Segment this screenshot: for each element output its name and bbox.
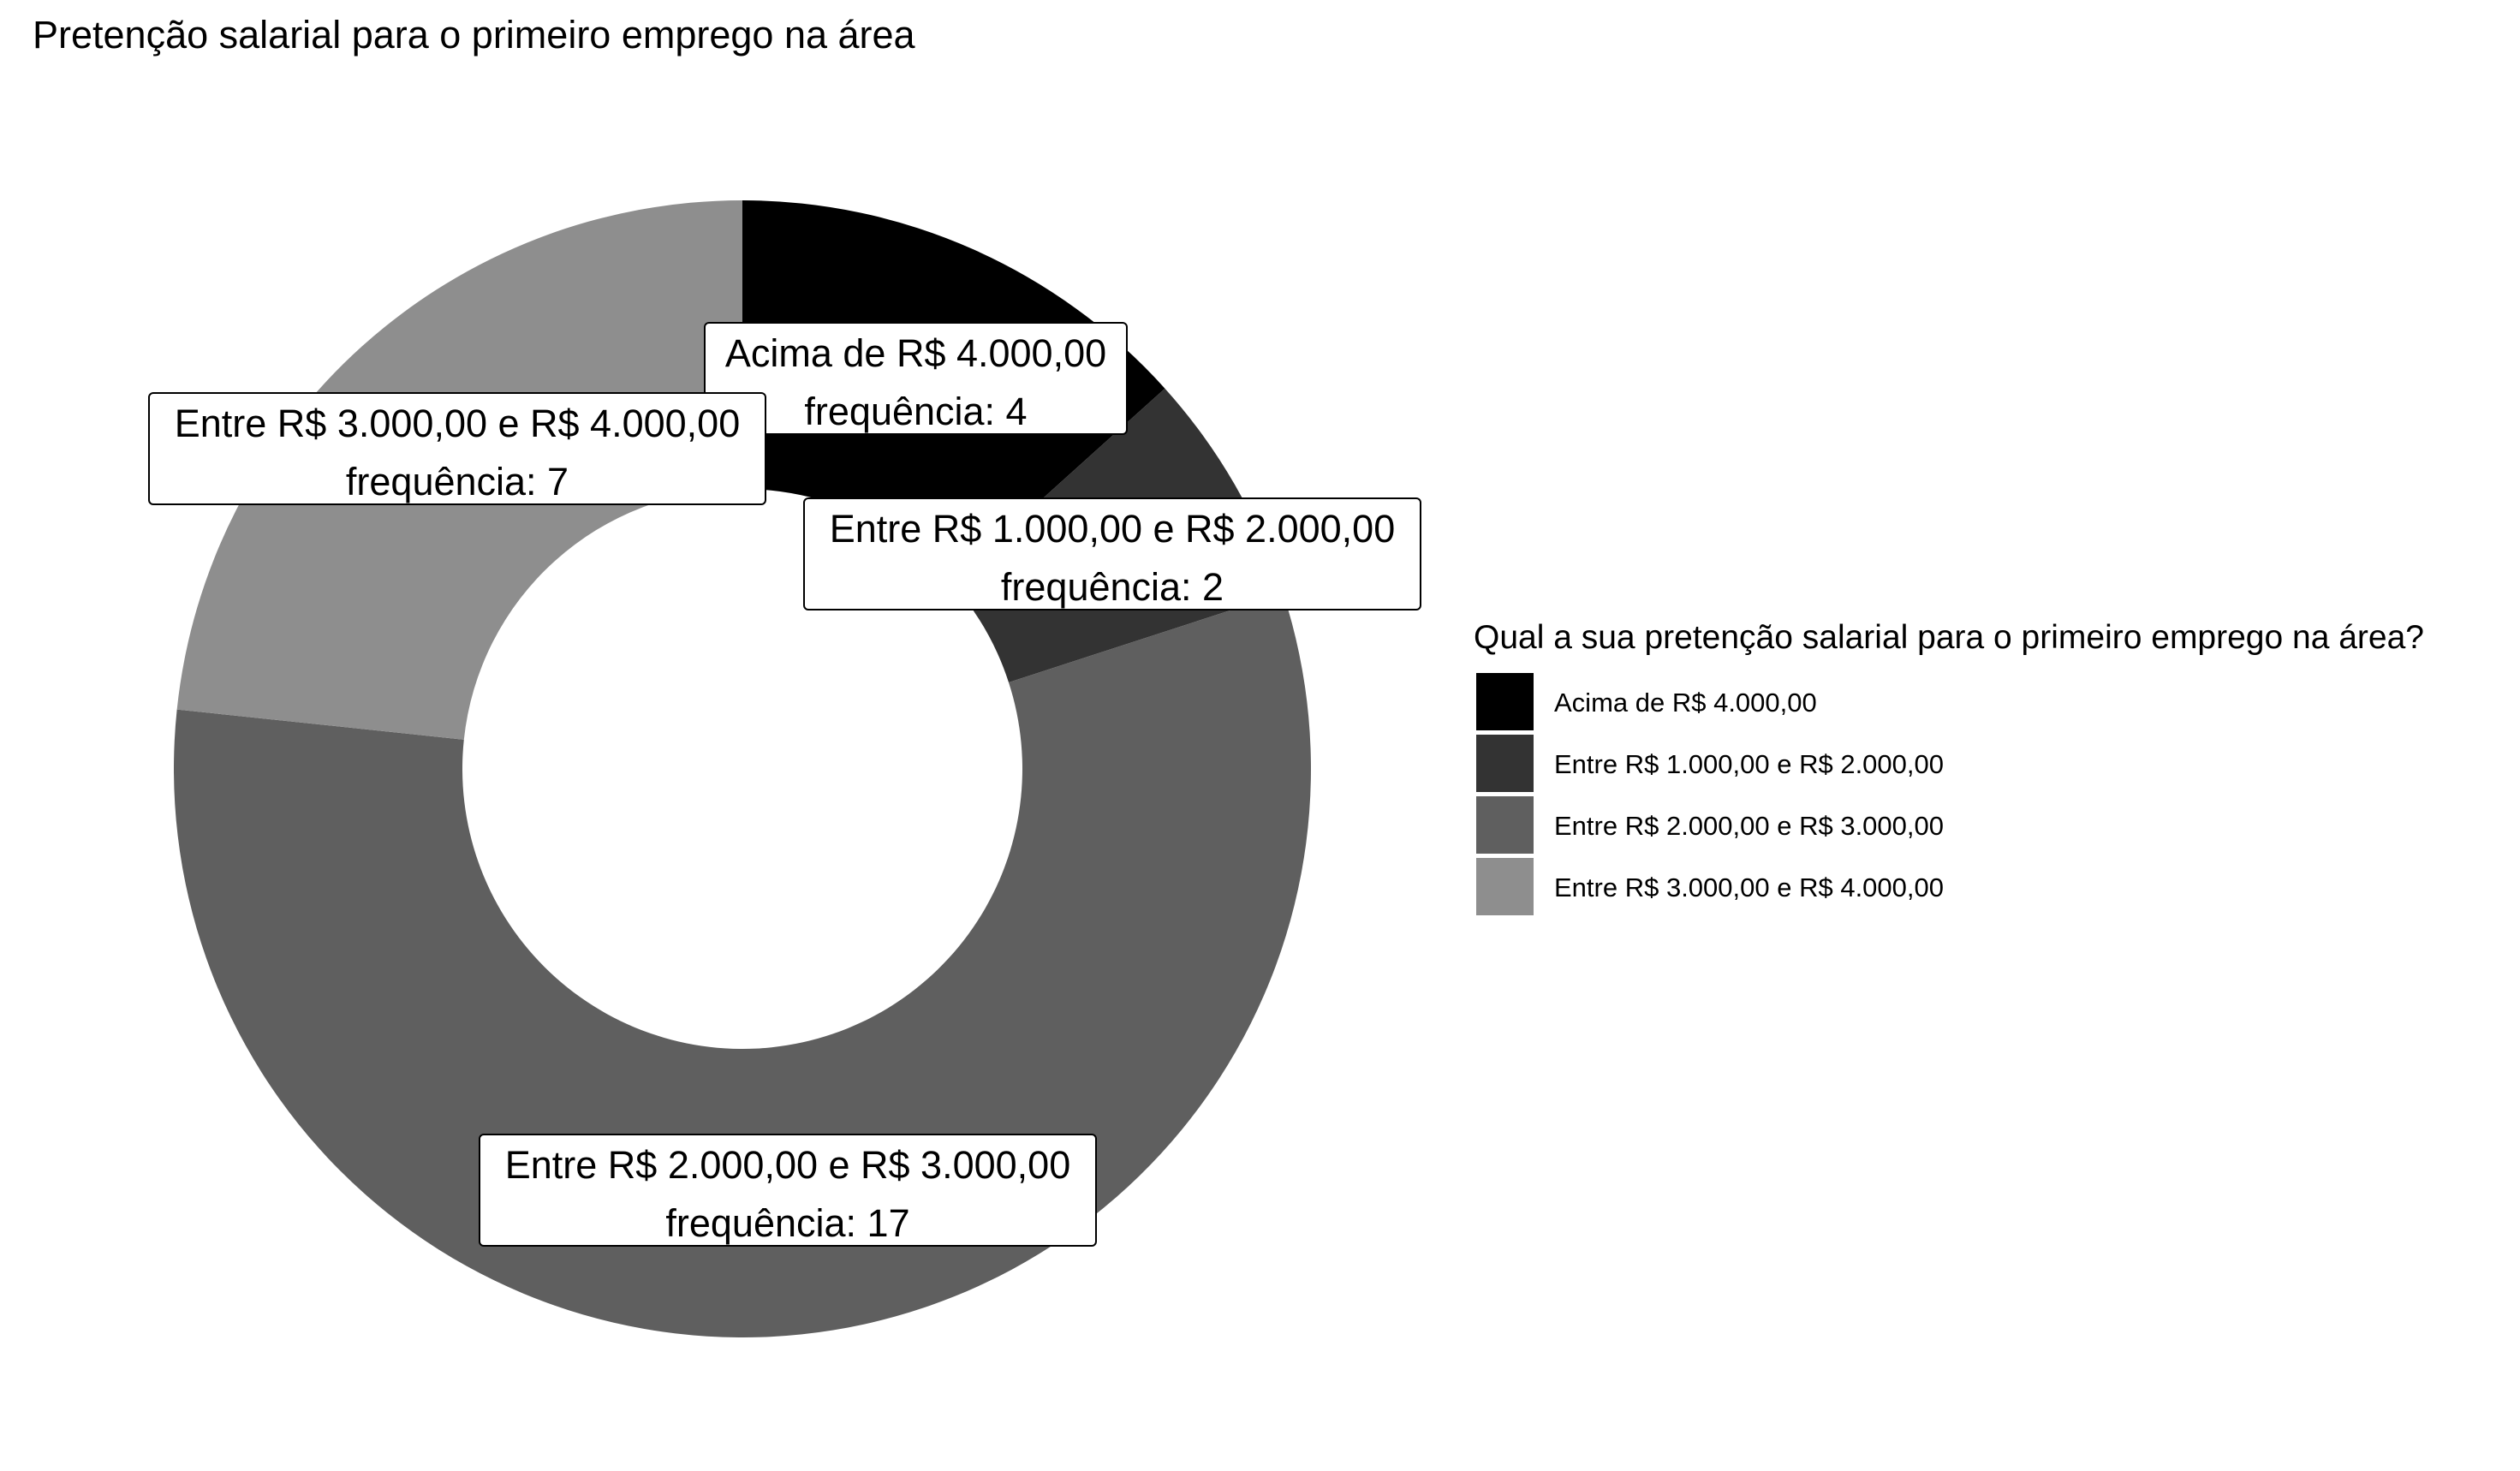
slice-label-box <box>148 392 766 505</box>
legend-label: Entre R$ 3.000,00 e R$ 4.000,00 <box>1554 872 1944 902</box>
slice-label-box <box>704 322 1128 435</box>
slice-label-entre-r-3-000-00-e-r-4-000-00: Entre R$ 3.000,00 e R$ 4.000,00 frequênci… <box>148 392 766 505</box>
slice-label-frequency: frequência: 7 <box>346 460 569 503</box>
legend-swatch <box>1476 796 1534 854</box>
slice-label-category: Entre R$ 2.000,00 e R$ 3.000,00 <box>505 1143 1070 1187</box>
slice-label-box <box>803 497 1421 610</box>
slice-label-category: Entre R$ 3.000,00 e R$ 4.000,00 <box>175 402 740 445</box>
legend-label: Entre R$ 2.000,00 e R$ 3.000,00 <box>1554 811 1944 841</box>
slice-label-frequency: frequência: 4 <box>804 390 1027 433</box>
chart-title: Pretenção salarial para o primeiro empre… <box>33 13 916 57</box>
legend-item-entre-r-1-000-00-e-r-2-000-00: Entre R$ 1.000,00 e R$ 2.000,00 <box>1476 735 1944 792</box>
legend-swatch <box>1476 858 1534 915</box>
legend-label: Acima de R$ 4.000,00 <box>1554 688 1817 718</box>
legend-item-entre-r-2-000-00-e-r-3-000-00: Entre R$ 2.000,00 e R$ 3.000,00 <box>1476 796 1944 854</box>
slice-label-entre-r-1-000-00-e-r-2-000-00: Entre R$ 1.000,00 e R$ 2.000,00 frequênci… <box>803 497 1421 610</box>
legend: Qual a sua pretenção salarial para o pri… <box>1474 619 2424 915</box>
slice-label-category: Entre R$ 1.000,00 e R$ 2.000,00 <box>830 507 1395 551</box>
legend-swatch <box>1476 673 1534 730</box>
legend-label: Entre R$ 1.000,00 e R$ 2.000,00 <box>1554 749 1944 779</box>
slice-label-box <box>479 1134 1097 1247</box>
legend-items: Acima de R$ 4.000,00 Entre R$ 1.000,00 e … <box>1476 673 1944 915</box>
slice-label-acima-de-r-4-000-00: Acima de R$ 4.000,00 frequência: 4 <box>704 322 1128 435</box>
legend-title: Qual a sua pretenção salarial para o pri… <box>1474 619 2424 656</box>
slice-label-frequency: frequência: 17 <box>665 1201 909 1245</box>
slice-labels: Acima de R$ 4.000,00 frequência: 4 Entre R… <box>148 322 1421 1247</box>
slice-label-frequency: frequência: 2 <box>1001 565 1224 609</box>
slice-label-entre-r-2-000-00-e-r-3-000-00: Entre R$ 2.000,00 e R$ 3.000,00 frequênci… <box>479 1134 1097 1247</box>
slice-label-category: Acima de R$ 4.000,00 <box>725 331 1106 375</box>
legend-item-acima-de-r-4-000-00: Acima de R$ 4.000,00 <box>1476 673 1817 730</box>
legend-item-entre-r-3-000-00-e-r-4-000-00: Entre R$ 3.000,00 e R$ 4.000,00 <box>1476 858 1944 915</box>
legend-swatch <box>1476 735 1534 792</box>
